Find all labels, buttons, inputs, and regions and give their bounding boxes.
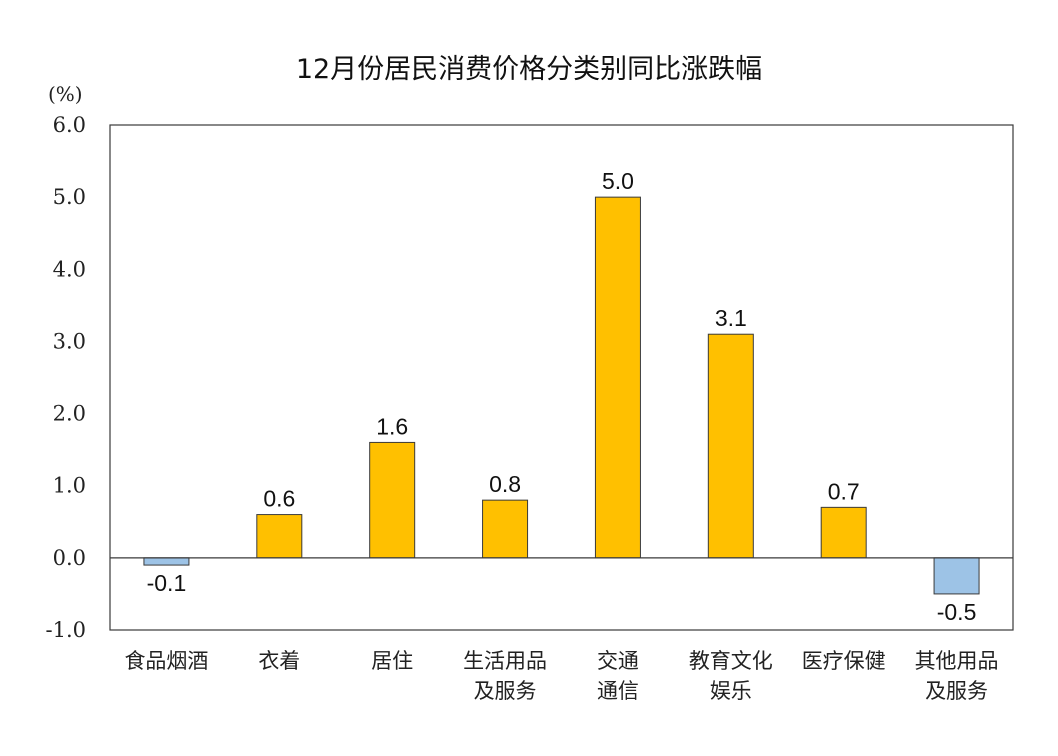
data-label: 1.6 [376,413,408,439]
x-category-label: 及服务 [925,679,988,703]
y-tick-label: 1.0 [53,474,86,498]
x-category-label: 衣着 [258,649,300,673]
bar [143,557,190,566]
plot-area [109,124,1014,631]
y-tick-label: 3.0 [53,329,86,353]
y-tick-label: 0.0 [53,546,86,570]
bars [143,196,980,595]
bar [482,499,529,559]
y-tick-label: 6.0 [53,113,86,137]
y-axis-unit: (%) [48,82,83,106]
data-label: -0.5 [937,599,977,625]
bar [369,441,416,559]
data-label: 0.7 [828,478,860,504]
x-category-label: 及服务 [474,679,537,703]
x-category-label: 娱乐 [710,679,752,703]
bar [707,333,754,559]
x-category-label: 居住 [371,649,413,673]
y-axis-ticks: 6.0 5.0 4.0 3.0 2.0 1.0 0.0 -1.0 [46,113,87,642]
x-category-label: 其他用品 [915,649,999,673]
x-category-label: 交通 [597,649,639,673]
data-label: 0.6 [263,486,295,512]
bar [594,196,641,559]
bar [256,514,303,559]
data-label: 3.1 [715,305,747,331]
x-category-label: 食品烟酒 [124,649,208,673]
x-category-label: 通信 [597,679,639,703]
x-category-label: 教育文化 [689,649,773,673]
data-label: -0.1 [147,570,187,596]
y-tick-label: -1.0 [46,618,87,642]
bar [933,557,980,595]
bar [820,506,867,559]
data-label: 5.0 [602,168,634,194]
y-tick-label: 2.0 [53,402,86,426]
y-tick-label: 5.0 [53,185,86,209]
x-category-label: 医疗保健 [802,649,886,673]
x-category-label: 生活用品 [463,649,547,673]
data-label: 0.8 [489,471,521,497]
data-labels: -0.1 0.6 1.6 0.8 5.0 3.1 0.7 -0.5 [147,168,977,625]
y-tick-label: 4.0 [53,257,86,281]
chart-title: 12月份居民消费价格分类别同比涨跌幅 [296,54,762,85]
